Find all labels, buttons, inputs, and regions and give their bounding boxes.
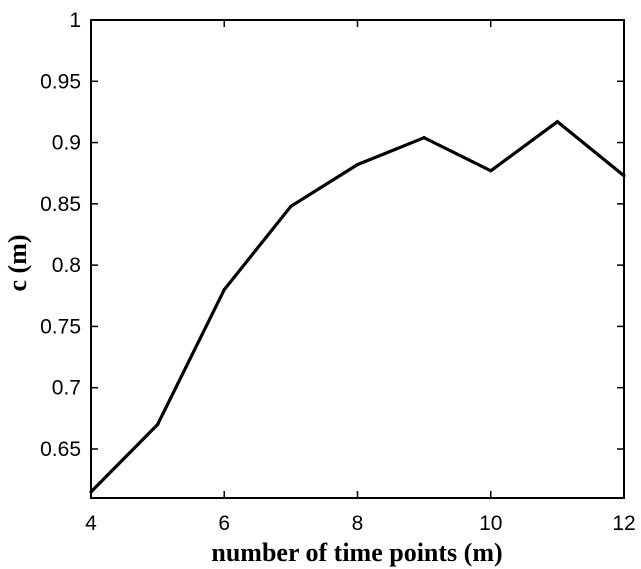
plot-area xyxy=(90,19,625,499)
y-axis-title: c (m) xyxy=(3,234,32,291)
y-tick-label: 0.95 xyxy=(40,70,81,93)
data-point xyxy=(422,136,426,140)
x-tick-label: 6 xyxy=(218,512,230,535)
y-tick-label: 0.7 xyxy=(52,377,81,400)
y-tick-label: 0.65 xyxy=(40,438,81,461)
y-tick-label: 0.85 xyxy=(40,193,81,216)
y-tick-label: 0.9 xyxy=(52,132,81,155)
y-tick-label: 0.75 xyxy=(40,315,81,338)
data-point xyxy=(555,120,559,124)
x-axis-title: number of time points (m) xyxy=(211,538,502,567)
data-point xyxy=(156,422,160,427)
data-point xyxy=(489,169,493,173)
data-point xyxy=(289,204,293,208)
y-tick-labels: 0.65 0.7 0.75 0.8 0.85 0.9 0.95 1 xyxy=(40,9,81,461)
x-tick-labels: 4 6 8 10 12 xyxy=(85,512,636,535)
series-layer xyxy=(89,119,626,494)
axis-ticks xyxy=(90,19,625,498)
x-tick-label: 8 xyxy=(352,512,364,535)
y-tick-label: 0.8 xyxy=(52,254,81,277)
data-point xyxy=(622,174,626,178)
data-point xyxy=(222,288,226,292)
x-tick-label: 4 xyxy=(85,512,97,535)
x-tick-label: 10 xyxy=(479,512,502,535)
data-point xyxy=(355,163,360,167)
data-point xyxy=(89,490,93,494)
y-tick-label: 1 xyxy=(69,9,81,32)
x-tick-label: 12 xyxy=(612,512,635,535)
